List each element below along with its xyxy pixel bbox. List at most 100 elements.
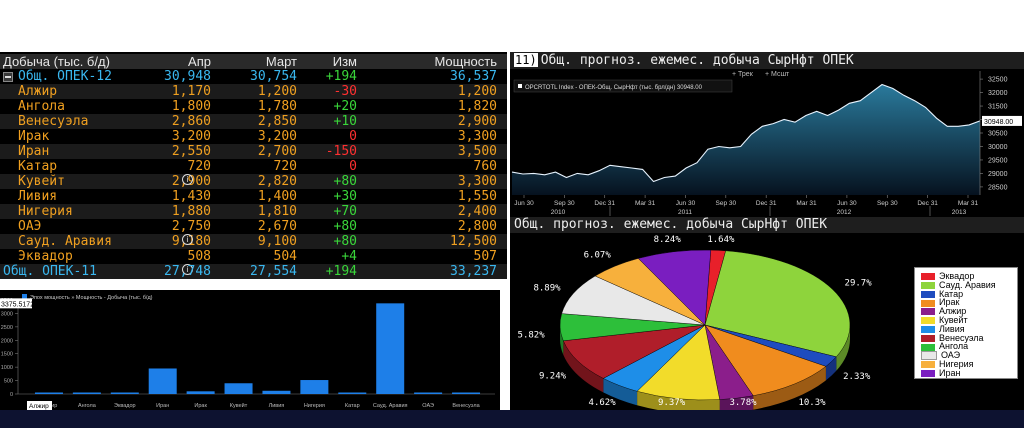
table-row[interactable]: Венесуэла 2,860 2,850 +10 2,900 — [0, 114, 507, 129]
capacity-value: 3,300 — [457, 174, 497, 189]
legend-item: Эквадор — [921, 271, 974, 282]
total-row-opec11[interactable]: Общ. ОПЕК-11 i 27,748 27,554 +194 33,237 — [0, 264, 507, 279]
country-name: Сауд. Аравия — [18, 234, 112, 249]
y-tick-label: 30000 — [988, 144, 1008, 151]
pie-slice[interactable] — [704, 324, 827, 396]
bar[interactable] — [414, 392, 443, 395]
legend-label: OPCRTOTL Index - ОПЕК-Общ. СырНфт (тыс. … — [525, 85, 703, 91]
legend-label: Ирак — [939, 297, 960, 308]
change-value: +20 — [333, 99, 357, 114]
track-button[interactable]: + Трек — [732, 71, 754, 78]
collapse-icon[interactable] — [3, 72, 13, 82]
apr-value: 2,550 — [171, 144, 211, 159]
opec-production-area-chart[interactable]: 3250032000315003100030500300002950029000… — [510, 69, 1024, 217]
table-row[interactable]: ОАЭ 2,750 2,670 +80 2,800 — [0, 219, 507, 234]
y-tick-label: 500 — [4, 379, 13, 385]
x-tick-label: Венесуэла — [452, 403, 480, 409]
capacity-bar-chart[interactable]: Эпох мощность » Мощность - Добыча (тыс. … — [0, 290, 500, 410]
legend-swatch — [921, 361, 935, 369]
legend-label: Алжир — [939, 306, 967, 317]
bar[interactable] — [110, 392, 139, 395]
bar[interactable] — [148, 368, 177, 394]
table-row[interactable]: Алжир 1,170 1,200 -30 1,200 — [0, 84, 507, 99]
panel-number: 11) — [514, 53, 538, 67]
apr-value: 2,860 — [171, 114, 211, 129]
pie-slice-label: 2.33% — [843, 372, 871, 382]
table-row[interactable]: Нигерия 1,880 1,810 +70 2,400 — [0, 204, 507, 219]
pie-slice[interactable] — [704, 250, 851, 358]
legend-item: Катар — [921, 289, 963, 300]
bar[interactable] — [300, 380, 329, 394]
x-tick-label: Сауд. Аравия — [373, 403, 408, 409]
pie-slice-side — [825, 356, 837, 381]
pie-slice-label: 10.3% — [798, 398, 826, 408]
bar[interactable] — [186, 391, 215, 394]
pie-slice-label: 4.62% — [589, 398, 617, 408]
change-value: +80 — [333, 174, 357, 189]
info-icon[interactable]: i — [182, 174, 193, 185]
bar[interactable] — [72, 392, 101, 395]
group-row-opec12[interactable]: Общ. ОПЕК-12 30,948 30,754 +194 36,537 — [0, 69, 507, 84]
info-icon[interactable]: i — [182, 264, 193, 275]
apr-value: 1,800 — [171, 99, 211, 114]
bar[interactable] — [376, 303, 405, 394]
pie-slice[interactable] — [561, 275, 706, 326]
mar-value: 3,200 — [257, 129, 297, 144]
legend-item: Иран — [921, 368, 960, 379]
x-tick-label: Иран — [156, 403, 169, 409]
table-row[interactable]: Ирак 3,200 3,200 0 3,300 — [0, 129, 507, 144]
mar-value: 1,400 — [257, 189, 297, 204]
legend-label: Кувейт — [939, 315, 968, 325]
opec-share-pie-chart[interactable]: 1.64% 29.7% 2.33% 10.3% 3.78% 9.37% 4.62% 9.24%… — [510, 233, 910, 410]
header-apr[interactable]: Апр — [188, 54, 211, 69]
pie-slice-side — [563, 340, 604, 393]
bar[interactable] — [224, 383, 253, 394]
bar[interactable] — [452, 392, 481, 395]
mar-value: 1,780 — [257, 99, 297, 114]
x-tick-label: Sep 30 — [716, 200, 737, 207]
pie-slice[interactable] — [636, 324, 720, 401]
svg-text:Алжир: Алжир — [29, 403, 49, 410]
bar[interactable] — [34, 392, 63, 395]
x-tick-label: Jun 30 — [837, 200, 857, 207]
table-row[interactable]: Эквадор 508 504 +4 507 — [0, 249, 507, 264]
mar-value: 2,850 — [257, 114, 297, 129]
mar-value: 2,700 — [257, 144, 297, 159]
bar[interactable] — [338, 392, 367, 395]
capacity-value: 507 — [473, 249, 497, 264]
legend-label: Эпох мощность » Мощность - Добыча (тыс. … — [30, 295, 153, 301]
zoom-button[interactable]: + Мсшт — [765, 71, 790, 78]
change-value: +10 — [333, 114, 357, 129]
pie-slice[interactable] — [563, 324, 706, 379]
legend-label: Эквадор — [939, 271, 975, 281]
change-value: -150 — [325, 144, 357, 159]
series-line[interactable] — [511, 83, 981, 183]
pie-slice-side — [603, 378, 638, 406]
header-name[interactable]: Добыча (тыс. б/д) — [3, 54, 110, 69]
bar[interactable] — [262, 390, 291, 394]
svg-text:+ Мсшт: + Мсшт — [765, 71, 790, 78]
change-value: -30 — [333, 84, 357, 99]
legend-label: Ангола — [939, 341, 969, 352]
info-icon[interactable]: i — [182, 234, 193, 245]
pie-slice-side — [753, 366, 826, 410]
table-row[interactable]: Иран 2,550 2,700 -150 3,500 — [0, 144, 507, 159]
header-chg[interactable]: Изм — [332, 54, 357, 69]
pie-slice-label: 8.24% — [654, 235, 682, 245]
table-row[interactable]: Ангола 1,800 1,780 +20 1,820 — [0, 99, 507, 114]
header-mar[interactable]: Март — [265, 54, 297, 69]
capacity-value: 1,200 — [457, 84, 497, 99]
legend-swatch — [921, 351, 937, 361]
table-row[interactable]: Ливия 1,430 1,400 +30 1,550 — [0, 189, 507, 204]
year-label: 2013 — [952, 209, 967, 216]
total-mar: 27,554 — [250, 264, 297, 279]
header-cap[interactable]: Мощность — [434, 54, 497, 69]
x-tick-label: Эквадор — [114, 403, 136, 409]
table-row[interactable]: Сауд. Аравия 9,180 9,100 +80 12,500 i — [0, 234, 507, 249]
pie-slice[interactable] — [637, 249, 712, 326]
x-tick-label: Dec 31 — [917, 200, 938, 207]
change-value: +80 — [333, 234, 357, 249]
table-row[interactable]: Кувейт 2,900 2,820 +80 3,300 i — [0, 174, 507, 189]
table-row[interactable]: Катар 720 720 0 760 — [0, 159, 507, 174]
legend-item: Ангола — [921, 341, 968, 352]
